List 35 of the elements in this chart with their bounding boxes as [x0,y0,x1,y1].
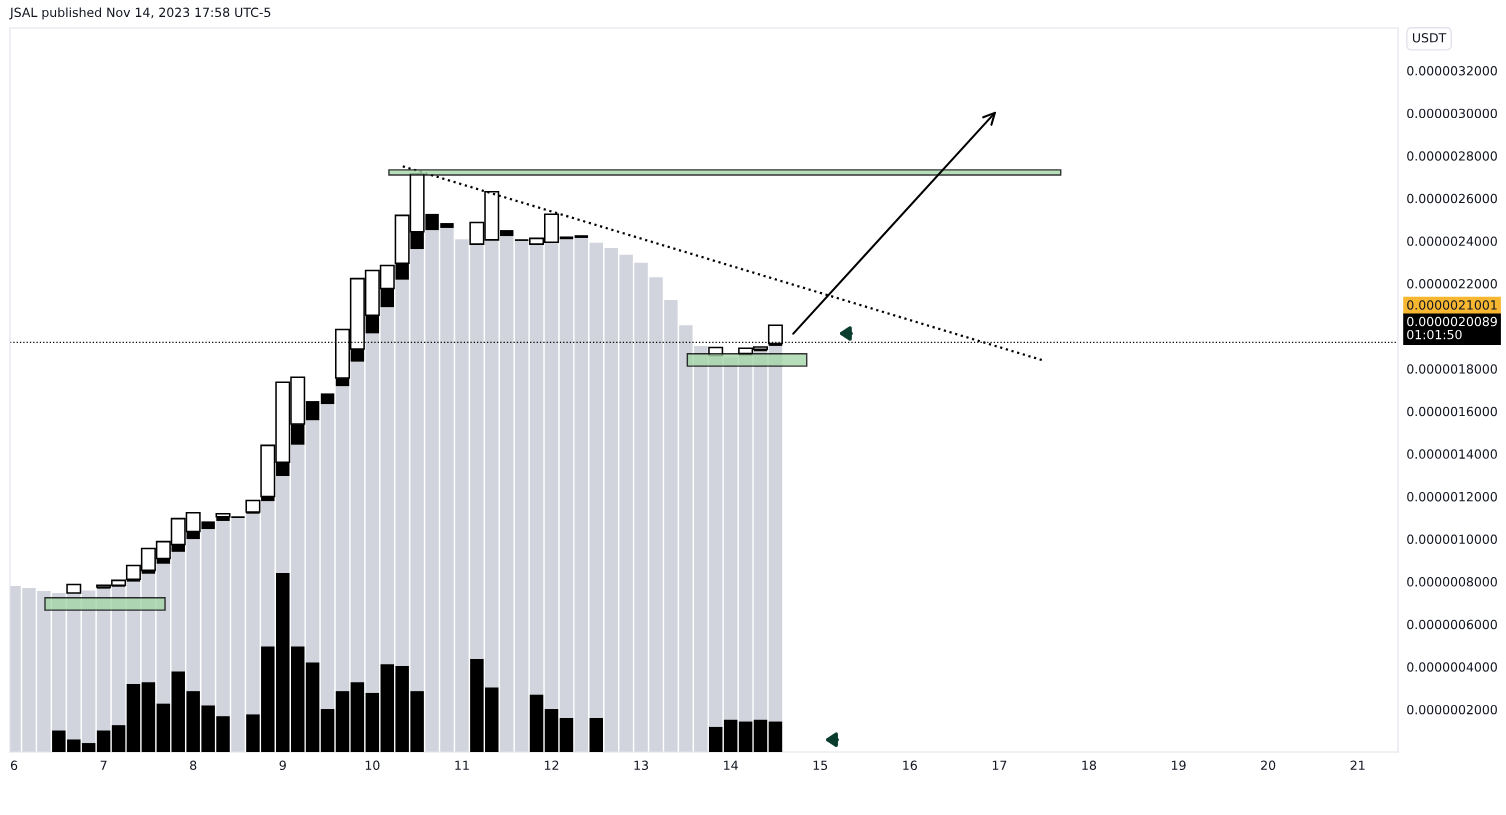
chart-title: JSAL published Nov 14, 2023 17:58 UTC-5 [9,7,271,20]
text: USDT [1412,33,1447,43]
y-tick-label: 0.0000008000 [1407,577,1497,587]
y-tick-label: 0.0000016000 [1407,406,1497,417]
y-tick-label: 0.0000004000 [1407,662,1497,672]
x-tick-label: 13 [634,760,649,771]
y-tick-label: 0.0000022000 [1407,279,1497,289]
y-tick-label: 0.0000030000 [1407,108,1497,119]
y-tick-label: 0.0000028000 [1407,151,1497,161]
y-tick-label: 0.0000026000 [1407,193,1497,204]
y-tick-label: 0.0000010000 [1407,534,1497,544]
x-tick-label: 9 [279,760,286,771]
x-tick-label: 21 [1350,760,1365,770]
y-tick-label: 0.0000018000 [1407,364,1497,374]
y-tick-label: 0.0000032000 [1407,66,1497,76]
x-tick-label: 19 [1171,760,1186,771]
x-tick-label: 18 [1082,760,1097,771]
x-tick-label: 20 [1261,760,1276,771]
y-tick-label: 0.0000024000 [1407,236,1497,246]
x-tick-label: 6 [10,760,18,771]
y-tick-label: 0.0000002000 [1407,704,1497,715]
text: 0.0000021001 [1407,300,1497,310]
x-tick-label: 10 [365,760,380,771]
x-tick-label: 12 [544,760,559,770]
y-tick-label: 0.0000012000 [1407,491,1497,502]
x-tick-label: 11 [455,760,469,770]
x-tick-label: 8 [190,760,197,771]
x-tick-label: 15 [813,760,828,771]
x-tick-label: 17 [992,760,1007,770]
y-tick-label: 0.0000014000 [1407,449,1497,459]
x-tick-label: 7 [100,760,107,770]
x-tick-label: 14 [724,760,738,770]
y-tick-label: 0.0000006000 [1407,619,1497,630]
x-tick-label: 16 [903,760,917,771]
text: 0.0000020089 01:01:50 [1407,316,1497,340]
